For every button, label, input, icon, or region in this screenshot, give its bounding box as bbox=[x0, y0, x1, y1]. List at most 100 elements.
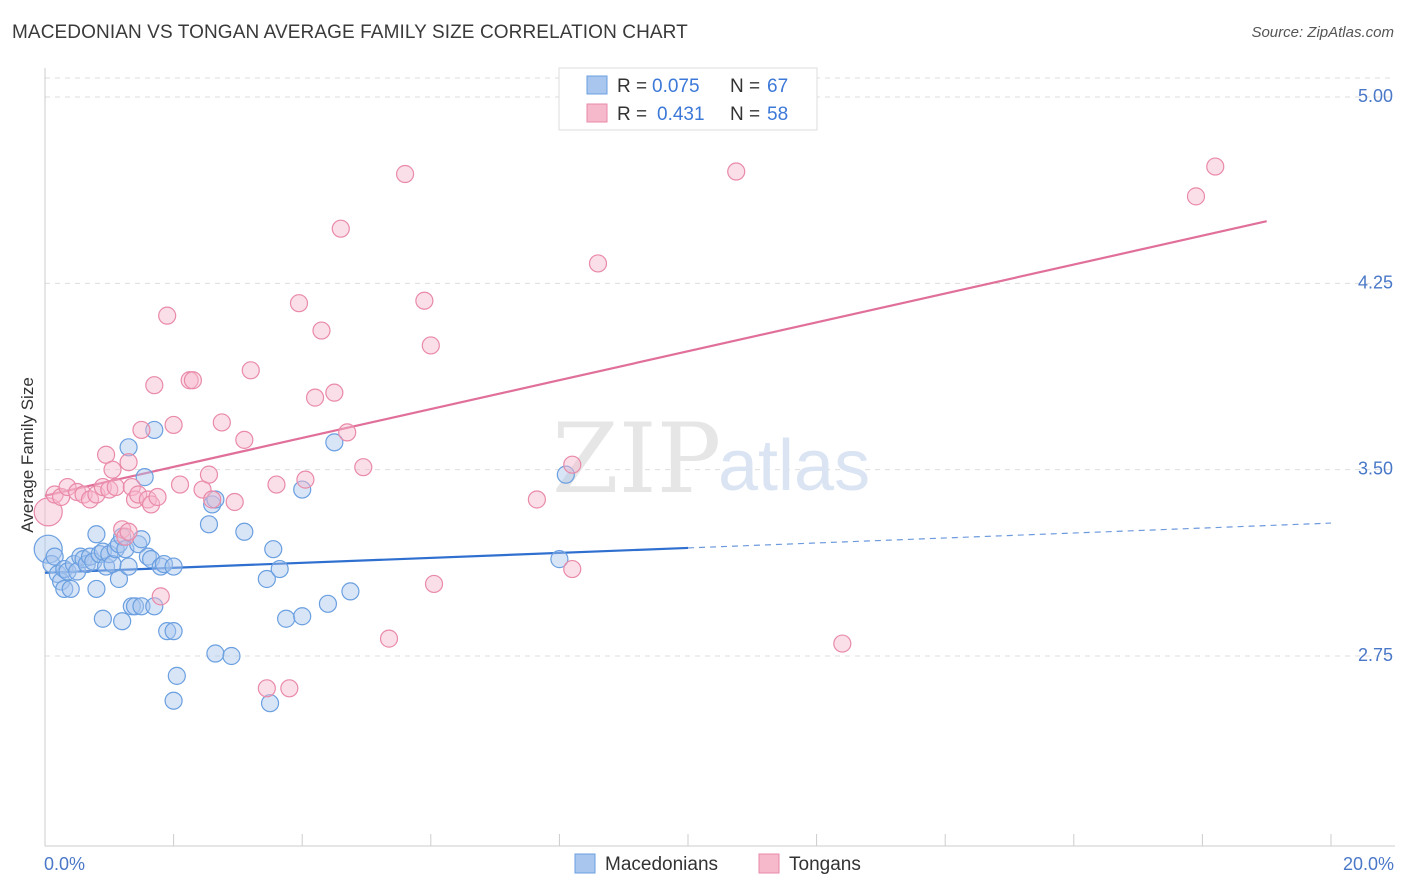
macedonians-point bbox=[260, 694, 280, 713]
legend-n-value-macedonians: 67 bbox=[767, 76, 788, 97]
macedonians-point bbox=[222, 646, 241, 666]
tongans-point bbox=[170, 475, 190, 494]
macedonians-point bbox=[109, 569, 129, 589]
y-tick-label: 5.00 bbox=[1358, 86, 1393, 106]
macedonians-point bbox=[119, 438, 138, 457]
macedonians-point bbox=[164, 622, 183, 641]
tongans-point bbox=[164, 415, 183, 435]
tongans-point bbox=[588, 254, 608, 273]
legend-n-label-1: N = bbox=[730, 76, 760, 97]
watermark-zip: ZIP bbox=[552, 403, 721, 515]
y-axis-label: Average Family Size bbox=[18, 377, 37, 533]
tongans-point bbox=[563, 559, 582, 579]
tongans-point bbox=[267, 475, 286, 494]
tongans-point bbox=[116, 527, 135, 546]
macedonians-point bbox=[325, 433, 344, 452]
tongans-point bbox=[158, 306, 177, 325]
x-tick-label: 0.0% bbox=[44, 854, 85, 874]
macedonians-point bbox=[257, 569, 276, 589]
tongans-point bbox=[183, 371, 202, 390]
macedonians-point bbox=[164, 557, 183, 576]
tongans-point bbox=[225, 492, 244, 512]
macedonians-point bbox=[93, 609, 112, 628]
tongans-point bbox=[58, 477, 77, 497]
macedonians-point bbox=[125, 597, 145, 616]
tongans-point bbox=[379, 629, 399, 648]
macedonians-point bbox=[199, 515, 219, 534]
tongans-point bbox=[257, 679, 276, 698]
watermark-atlas: atlas bbox=[718, 426, 870, 506]
macedonians-point bbox=[135, 468, 154, 487]
macedonians-point bbox=[318, 594, 338, 613]
legend-swatch-tongans bbox=[586, 103, 608, 123]
legend-n-value-tongans: 58 bbox=[767, 104, 788, 125]
tongans-point bbox=[235, 430, 254, 449]
tongans-point bbox=[119, 522, 138, 541]
macedonians-point bbox=[58, 562, 77, 581]
tongans-point bbox=[151, 587, 170, 606]
macedonians-point bbox=[138, 547, 157, 566]
y-tick-label: 2.75 bbox=[1358, 645, 1393, 665]
legend-n-label-2: N = bbox=[730, 104, 760, 125]
tongans-point bbox=[421, 336, 440, 355]
bottom-legend-swatch-macedonians bbox=[574, 853, 596, 874]
x-tick-labels: 0.0% 20.0% bbox=[44, 854, 1394, 874]
macedonians-point bbox=[235, 522, 254, 541]
tongans-trendline bbox=[44, 220, 1267, 497]
tongans-point bbox=[727, 162, 746, 181]
tongans-point bbox=[289, 294, 309, 313]
tongans-point bbox=[338, 423, 357, 442]
macedonians-point bbox=[145, 420, 164, 440]
tongans-point bbox=[241, 361, 260, 380]
macedonians-point bbox=[164, 691, 183, 710]
legend-bottom: Macedonians Tongans bbox=[574, 853, 861, 875]
bottom-legend-tongans: Tongans bbox=[789, 854, 861, 875]
tongans-point bbox=[833, 634, 852, 653]
tongans-point bbox=[119, 453, 138, 472]
tongans-point bbox=[199, 465, 219, 484]
bottom-legend-swatch-tongans bbox=[758, 853, 780, 874]
bottom-legend-macedonians: Macedonians bbox=[605, 854, 718, 875]
legend-top: R = 0.075 N = 67 R = 0.431 N = 58 bbox=[558, 67, 818, 131]
source-label: Source: ZipAtlas.com bbox=[1251, 24, 1394, 41]
tongans-point bbox=[305, 388, 325, 407]
tongans-point bbox=[129, 485, 148, 504]
y-tick-labels: 2.75 3.50 4.25 5.00 bbox=[1358, 86, 1393, 665]
x-tick-label: 20.0% bbox=[1343, 854, 1394, 874]
macedonians-point bbox=[550, 550, 569, 569]
tongans-point bbox=[296, 470, 315, 489]
tongans-point bbox=[145, 376, 164, 395]
tongans-point bbox=[331, 219, 350, 238]
tongans-point bbox=[132, 420, 151, 440]
macedonians-point bbox=[145, 597, 164, 616]
tongans-point bbox=[148, 487, 167, 507]
macedonians-point bbox=[158, 622, 177, 641]
macedonians-point bbox=[167, 666, 186, 685]
tongans-point bbox=[141, 495, 161, 514]
tongans-point bbox=[424, 574, 444, 594]
legend-r-label-2: R = bbox=[617, 104, 647, 125]
tongans-point bbox=[212, 413, 231, 432]
macedonians-point bbox=[87, 525, 106, 544]
tongans-point bbox=[325, 383, 344, 402]
macedonians-point bbox=[270, 559, 289, 579]
tongans-point bbox=[106, 477, 125, 497]
macedonians-point bbox=[293, 480, 312, 499]
macedonians-point bbox=[119, 557, 138, 576]
data-points bbox=[33, 157, 1225, 713]
macedonians-point bbox=[203, 495, 222, 514]
tongans-point bbox=[280, 679, 299, 698]
tongans-point bbox=[312, 321, 331, 340]
legend-r-label-1: R = bbox=[617, 76, 647, 97]
macedonians-point bbox=[293, 607, 312, 626]
legend-swatch-macedonians bbox=[586, 75, 608, 95]
macedonians-point bbox=[132, 597, 151, 616]
macedonians-point bbox=[113, 612, 132, 631]
tongans-point bbox=[1186, 187, 1206, 206]
watermark: ZIP atlas bbox=[552, 403, 870, 515]
macedonians-point bbox=[277, 609, 296, 628]
macedonians-trendline-extension bbox=[687, 522, 1332, 549]
macedonians-point bbox=[556, 465, 575, 484]
macedonians-point bbox=[61, 579, 80, 599]
